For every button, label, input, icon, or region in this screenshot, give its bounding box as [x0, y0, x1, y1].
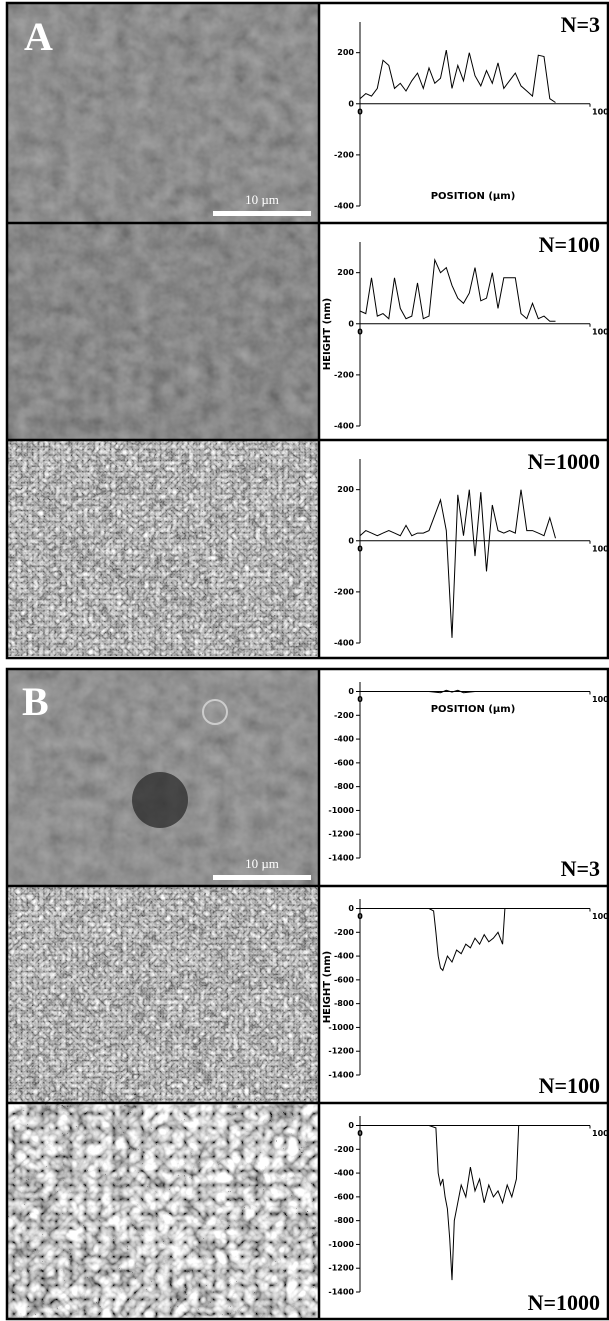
x-tick-label: 0	[357, 327, 363, 336]
y-tick-label: 200	[337, 268, 354, 277]
y-tick-label: -600	[334, 1192, 354, 1201]
y-tick-label: -400	[334, 639, 354, 648]
y-tick-label: -400	[334, 952, 354, 961]
y-tick-label: 0	[348, 536, 354, 545]
micrograph-texture	[8, 1104, 318, 1319]
crater	[202, 699, 228, 725]
y-tick-label: -200	[334, 1145, 354, 1154]
y-tick-label: 0	[348, 99, 354, 108]
x-axis-label: POSITION (µm)	[431, 704, 516, 715]
y-tick-label: -800	[334, 999, 354, 1008]
x-tick-label: 1000	[592, 695, 609, 704]
y-tick-label: 200	[337, 48, 354, 57]
y-tick-label: -1000	[328, 806, 354, 815]
y-tick-label: -800	[334, 1216, 354, 1225]
y-tick-label: -200	[334, 370, 354, 379]
y-tick-label: -1400	[328, 1288, 354, 1297]
y-tick-label: -1400	[328, 854, 354, 863]
y-tick-label: -200	[334, 587, 354, 596]
frame	[5, 1, 609, 1321]
scale-bar	[213, 875, 311, 880]
y-axis-label: HEIGHT (nm)	[322, 951, 333, 1023]
micrograph-texture	[8, 887, 318, 1102]
annotation: N=3	[561, 12, 600, 37]
y-tick-label: -800	[334, 782, 354, 791]
x-tick-label: 1000	[592, 1129, 609, 1138]
annotation: N=100	[539, 232, 600, 257]
y-tick-label: -1000	[328, 1240, 354, 1249]
profile-line	[360, 1125, 590, 1281]
y-tick-label: -1200	[328, 1047, 354, 1056]
x-tick-label: 0	[357, 912, 363, 921]
micrograph-texture	[8, 441, 318, 656]
y-tick-label: -400	[334, 202, 354, 211]
x-tick-label: 0	[357, 544, 363, 553]
y-tick-label: 200	[337, 485, 354, 494]
profile-line	[360, 908, 590, 972]
y-tick-label: 0	[348, 319, 354, 328]
scale-bar-label: 10 µm	[245, 856, 279, 871]
y-tick-label: 0	[348, 904, 354, 913]
x-axis-label: POSITION (µm)	[431, 191, 516, 202]
micrograph-texture	[8, 224, 318, 439]
micrographs: 10 µm 10 µm A B	[8, 4, 318, 1319]
micrograph-texture	[8, 4, 318, 222]
y-tick-label: -600	[334, 975, 354, 984]
annotation: N=100	[539, 1073, 600, 1098]
x-tick-label: 1000	[592, 544, 609, 553]
x-tick-label: 0	[357, 107, 363, 116]
y-tick-label: -1200	[328, 830, 354, 839]
y-tick-label: -1200	[328, 1264, 354, 1273]
y-tick-label: 0	[348, 1121, 354, 1130]
y-tick-label: -400	[334, 735, 354, 744]
profile-line	[359, 257, 556, 322]
x-tick-label: 1000	[592, 107, 609, 116]
x-tick-label: 0	[357, 1129, 363, 1138]
y-tick-label: -600	[334, 758, 354, 767]
y-tick-label: -200	[334, 928, 354, 937]
y-tick-label: -1000	[328, 1023, 354, 1032]
x-tick-label: 1000	[592, 327, 609, 336]
y-tick-label: -400	[334, 422, 354, 431]
annotation: N=1000	[528, 449, 600, 474]
y-tick-label: -400	[334, 1169, 354, 1178]
x-tick-label: 0	[357, 695, 363, 704]
y-tick-label: 0	[348, 687, 354, 696]
scale-bar	[213, 211, 311, 216]
profile-line	[359, 489, 556, 638]
profile-line	[359, 49, 556, 103]
crater	[132, 772, 188, 828]
panel-label: A	[24, 14, 53, 59]
y-tick-label: -200	[334, 150, 354, 159]
x-tick-label: 1000	[592, 912, 609, 921]
y-axis-label: HEIGHT (nm)	[322, 298, 333, 370]
y-tick-label: -200	[334, 711, 354, 720]
annotation: N=3	[561, 856, 600, 881]
profile-line	[360, 689, 590, 694]
scale-bar-label: 10 µm	[245, 192, 279, 207]
annotation: N=1000	[528, 1290, 600, 1315]
y-tick-label: -1400	[328, 1071, 354, 1080]
panel-label: B	[22, 679, 49, 724]
